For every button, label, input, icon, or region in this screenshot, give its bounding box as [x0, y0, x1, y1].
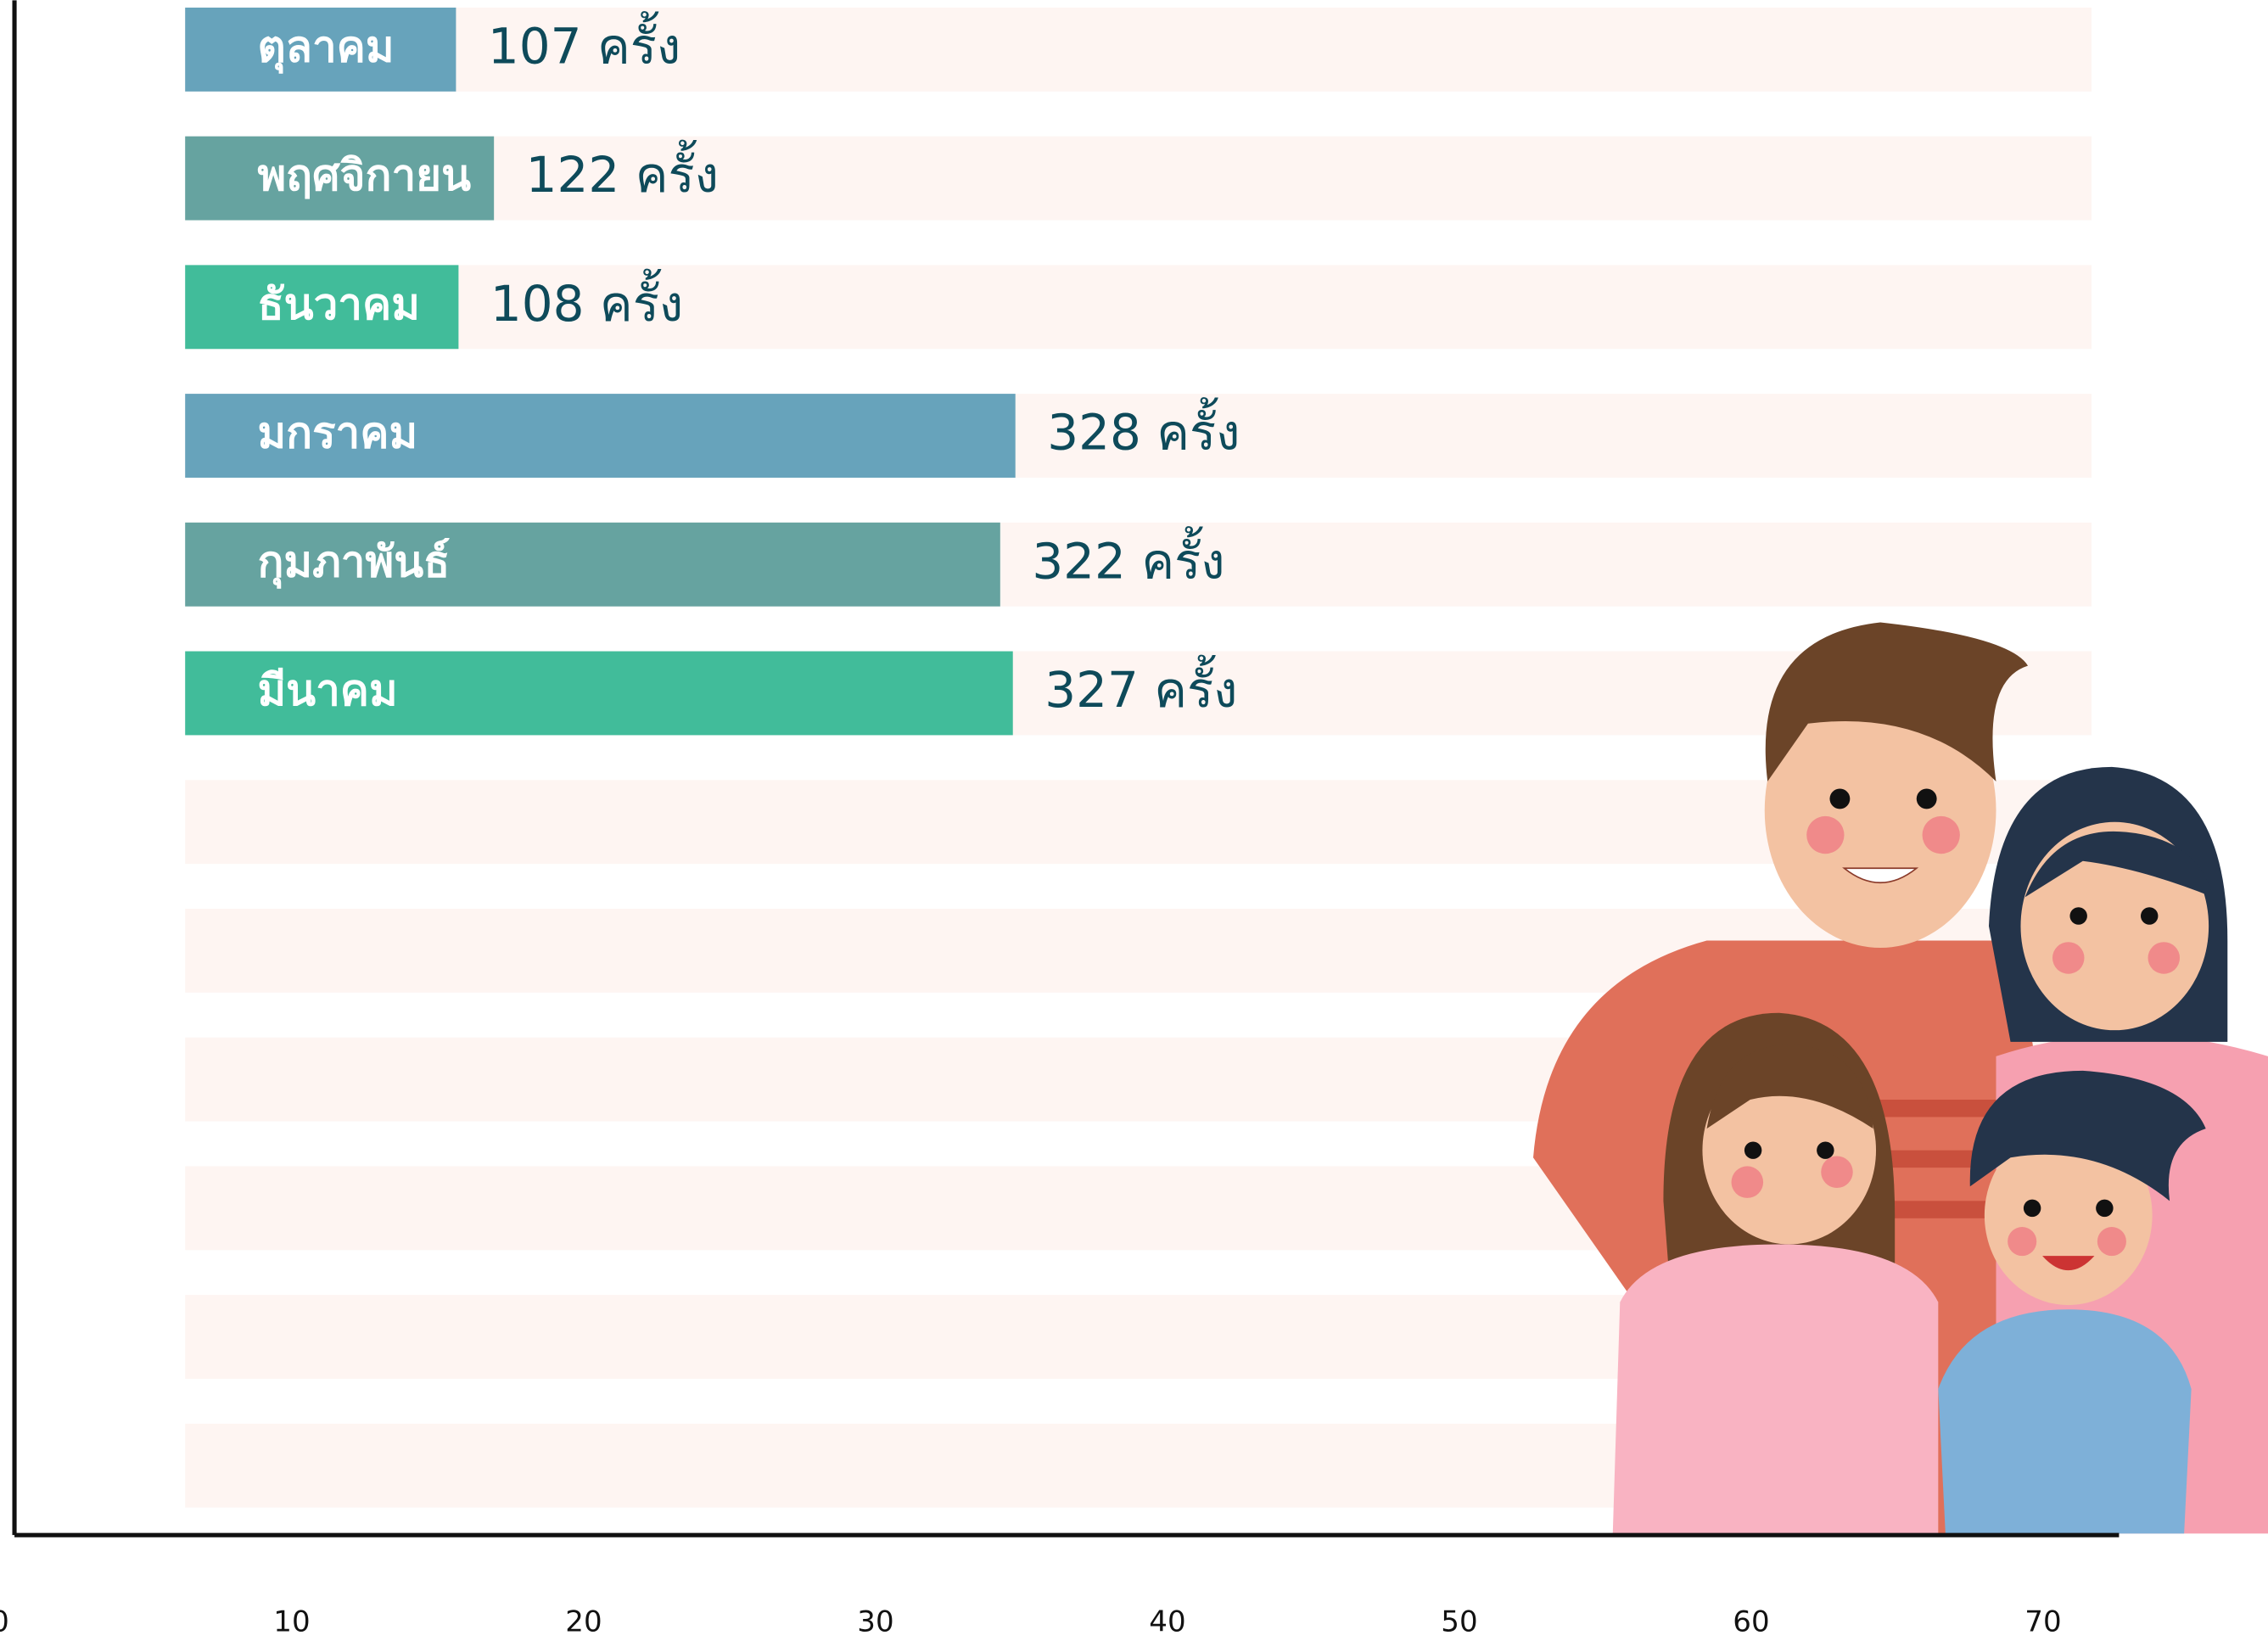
cheek — [1806, 816, 1844, 854]
value-label: 108 ครั้ง — [490, 269, 683, 333]
eye — [2069, 907, 2086, 924]
x-tick-label: 30 — [857, 1605, 893, 1639]
x-tick-label: 40 — [1149, 1605, 1185, 1639]
month-label: ธันวาคม — [257, 280, 419, 330]
eye — [1917, 788, 1937, 809]
eye — [2096, 1200, 2113, 1217]
page: ตุลาคม 107 ครั้งพฤศจิกายน 122 ครั้งธันวาคม… — [0, 0, 2268, 1641]
month-label: กุมภาพันธ์ — [257, 537, 450, 589]
eye — [1744, 1141, 1761, 1158]
cheek — [1732, 1166, 1764, 1198]
family-illustration — [1533, 622, 2268, 1533]
track — [185, 265, 2092, 349]
value-label: 322 ครั้ง — [1032, 526, 1224, 590]
month-label: พฤศจิกายน — [257, 151, 471, 201]
girl-body — [1613, 1244, 1939, 1533]
eye — [1829, 788, 1850, 809]
x-tick-label: 60 — [1733, 1605, 1769, 1639]
x-tick-label: 10 — [273, 1605, 310, 1639]
x-tick-label: 20 — [565, 1605, 602, 1639]
cheek — [2052, 942, 2085, 974]
month-label: มีนาคม — [257, 666, 397, 716]
x-tick-label: 0 — [0, 1605, 9, 1639]
cheek — [2097, 1227, 2126, 1256]
cheek — [1923, 816, 1960, 854]
cheek — [2008, 1227, 2036, 1256]
value-label: 122 ครั้ง — [526, 140, 719, 204]
eye — [2024, 1200, 2041, 1217]
track — [185, 8, 2092, 92]
value-label: 327 ครั้ง — [1044, 655, 1237, 719]
chart: ตุลาคม 107 ครั้งพฤศจิกายน 122 ครั้งธันวาคม… — [0, 0, 2268, 1641]
eye — [2141, 907, 2158, 924]
value-label: 328 ครั้ง — [1047, 398, 1240, 462]
month-label: มกราคม — [257, 409, 417, 459]
cheek — [1821, 1156, 1853, 1188]
cheek — [2148, 942, 2181, 974]
value-label: 107 ครั้ง — [488, 11, 680, 75]
month-label: ตุลาคม — [257, 22, 394, 74]
eye — [1817, 1141, 1834, 1158]
x-tick-label: 50 — [1441, 1605, 1477, 1639]
boy-body — [1938, 1309, 2191, 1533]
x-tick-label: 70 — [2024, 1605, 2061, 1639]
